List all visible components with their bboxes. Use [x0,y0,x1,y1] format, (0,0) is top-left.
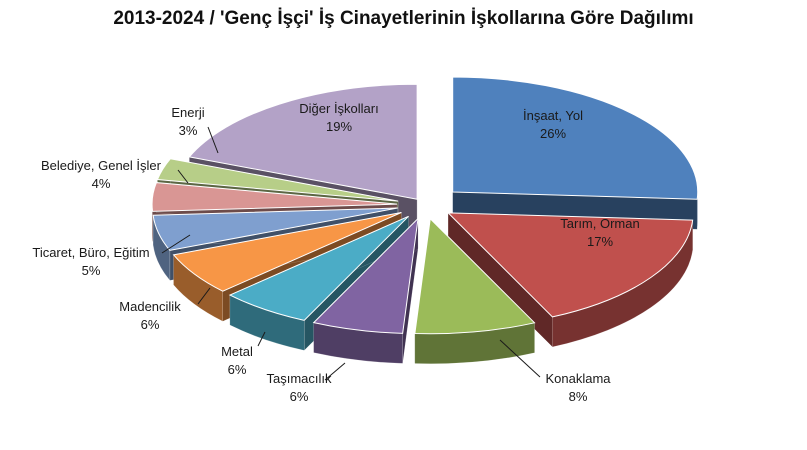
leader-line-ticaret-buro-egitim [161,234,191,254]
pie-label-tarim-orman: Tarım, Orman 17% [560,216,639,249]
pie-label-enerji-value: 3% [179,123,198,138]
pie-label-metal-value: 6% [228,362,247,377]
pie-label-enerji-name: Enerji [171,105,204,120]
pie-label-tasimacilik-value: 6% [290,389,309,404]
pie-label-diger-iskollari-value: 19% [326,119,352,134]
pie-slice-konaklama [414,217,536,364]
pie-label-belediye-genel-isler-name: Belediye, Genel İşler [41,158,162,173]
pie-label-ticaret-buro-egitim: Ticaret, Büro, Eğitim 5% [32,245,149,278]
pie-label-enerji: Enerji 3% [171,105,204,138]
leader-line-enerji [207,126,219,154]
pie-label-belediye-genel-isler: Belediye, Genel İşler 4% [41,158,162,191]
leader-line-konaklama [499,339,541,378]
pie-slice-insaat-yol [452,76,699,230]
pie-slice-tarim-orman [446,212,694,348]
pie-slice-tasimacilik [312,217,419,364]
pie-label-tarim-orman-name: Tarım, Orman [560,216,639,231]
pie-label-madencilik-value: 6% [141,317,160,332]
pie-label-diger-iskollari-name: Diğer İşkolları [299,101,378,116]
chart-title: 2013-2024 / 'Genç İşçi' İş Cinayetlerini… [113,8,694,29]
leader-line-tasimacilik [324,362,346,381]
pie-label-belediye-genel-isler-value: 4% [92,176,111,191]
pie-label-madencilik: Madencilik 6% [119,299,181,332]
pie-label-insaat-yol-name: İnşaat, Yol [523,108,583,123]
pie-label-diger-iskollari: Diğer İşkolları 19% [299,101,378,134]
pie-label-tasimacilik-name: Taşımacılık [266,371,332,386]
pie-label-ticaret-buro-egitim-value: 5% [82,263,101,278]
pie-label-konaklama-value: 8% [569,389,588,404]
pie-label-insaat-yol: İnşaat, Yol 26% [523,108,583,141]
pie-label-konaklama-name: Konaklama [545,371,611,386]
leader-line-madencilik [197,287,211,305]
pie-label-tarim-orman-value: 17% [587,234,613,249]
pie-label-madencilik-name: Madencilik [119,299,181,314]
pie-label-insaat-yol-value: 26% [540,126,566,141]
leader-line-belediye-genel-isler [177,169,189,184]
leader-line-metal [257,331,266,347]
pie-label-metal-name: Metal [221,344,253,359]
pie-label-tasimacilik: Taşımacılık 6% [266,371,332,404]
pie-label-ticaret-buro-egitim-name: Ticaret, Büro, Eğitim [32,245,149,260]
pie-label-konaklama: Konaklama 8% [545,371,611,404]
pie-label-metal: Metal 6% [221,344,253,377]
